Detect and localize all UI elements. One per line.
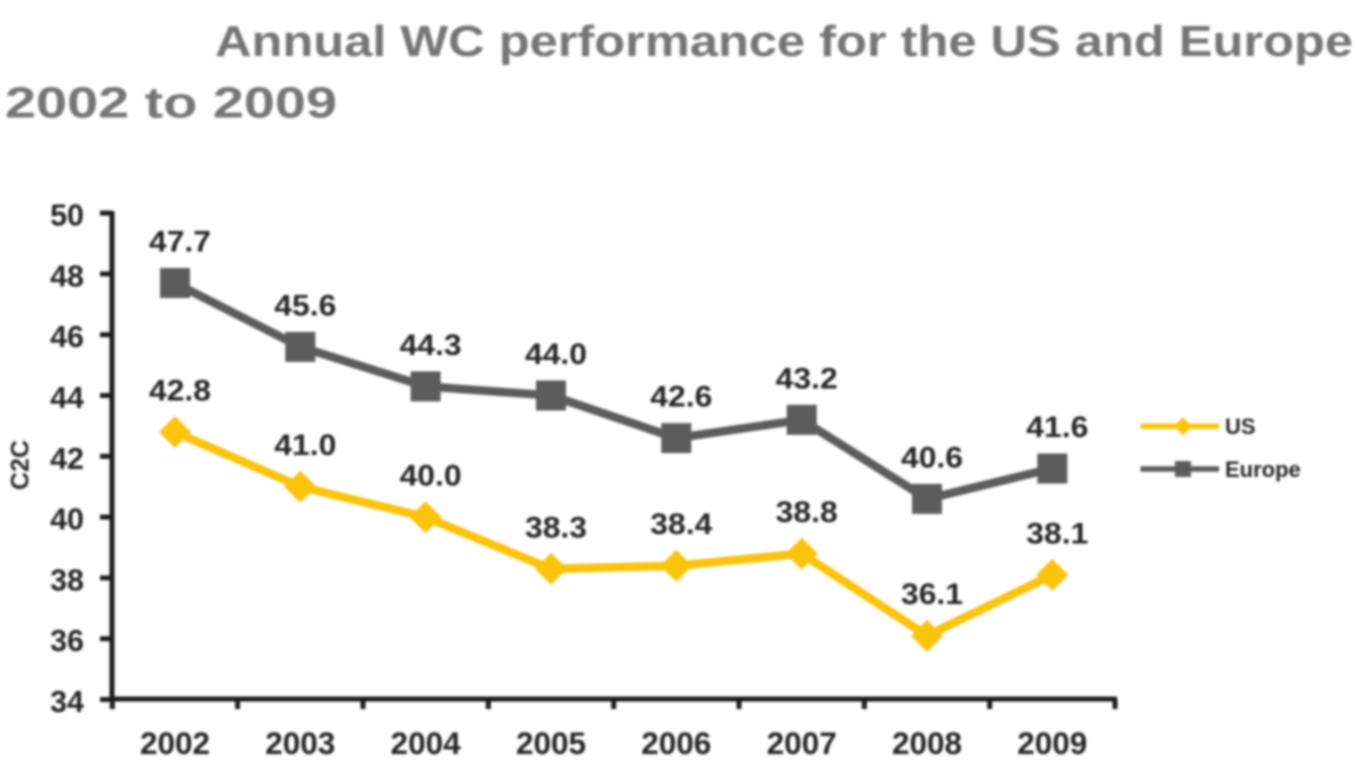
svg-text:2006: 2006 [641,725,711,761]
svg-text:42.6: 42.6 [650,381,712,414]
svg-text:40.6: 40.6 [901,441,963,474]
svg-text:44: 44 [50,381,84,415]
svg-text:44.3: 44.3 [400,329,462,362]
svg-text:2008: 2008 [892,725,962,761]
svg-text:45.6: 45.6 [274,289,336,322]
svg-text:US: US [1225,414,1256,439]
svg-text:40: 40 [50,503,84,537]
svg-text:2009: 2009 [1017,725,1087,761]
svg-text:C2C: C2C [7,440,35,490]
svg-text:42.8: 42.8 [149,375,211,408]
svg-text:2002 to 2009: 2002 to 2009 [5,79,337,128]
svg-text:38: 38 [50,563,84,597]
svg-text:2005: 2005 [516,725,586,761]
svg-text:Annual WC performance for the: Annual WC performance for the US and Eur… [215,17,1353,66]
svg-text:40.0: 40.0 [400,460,462,493]
svg-text:44.0: 44.0 [525,338,587,371]
svg-text:38.1: 38.1 [1026,517,1088,550]
svg-text:2007: 2007 [767,725,837,761]
svg-text:2002: 2002 [140,725,210,761]
svg-text:36.1: 36.1 [901,578,963,611]
svg-text:38.4: 38.4 [650,508,712,541]
svg-text:42: 42 [50,442,84,476]
svg-text:34: 34 [50,685,84,719]
svg-text:36: 36 [50,624,84,658]
svg-text:2003: 2003 [265,725,335,761]
svg-text:38.8: 38.8 [776,496,838,529]
svg-text:41.0: 41.0 [274,429,336,462]
svg-text:46: 46 [50,320,84,354]
svg-text:2004: 2004 [391,725,462,761]
svg-text:50: 50 [50,199,84,233]
svg-text:43.2: 43.2 [776,362,838,395]
svg-text:41.6: 41.6 [1026,411,1088,444]
svg-text:48: 48 [50,259,84,293]
svg-text:47.7: 47.7 [149,226,211,259]
svg-text:Europe: Europe [1225,457,1301,482]
svg-text:38.3: 38.3 [525,511,587,544]
